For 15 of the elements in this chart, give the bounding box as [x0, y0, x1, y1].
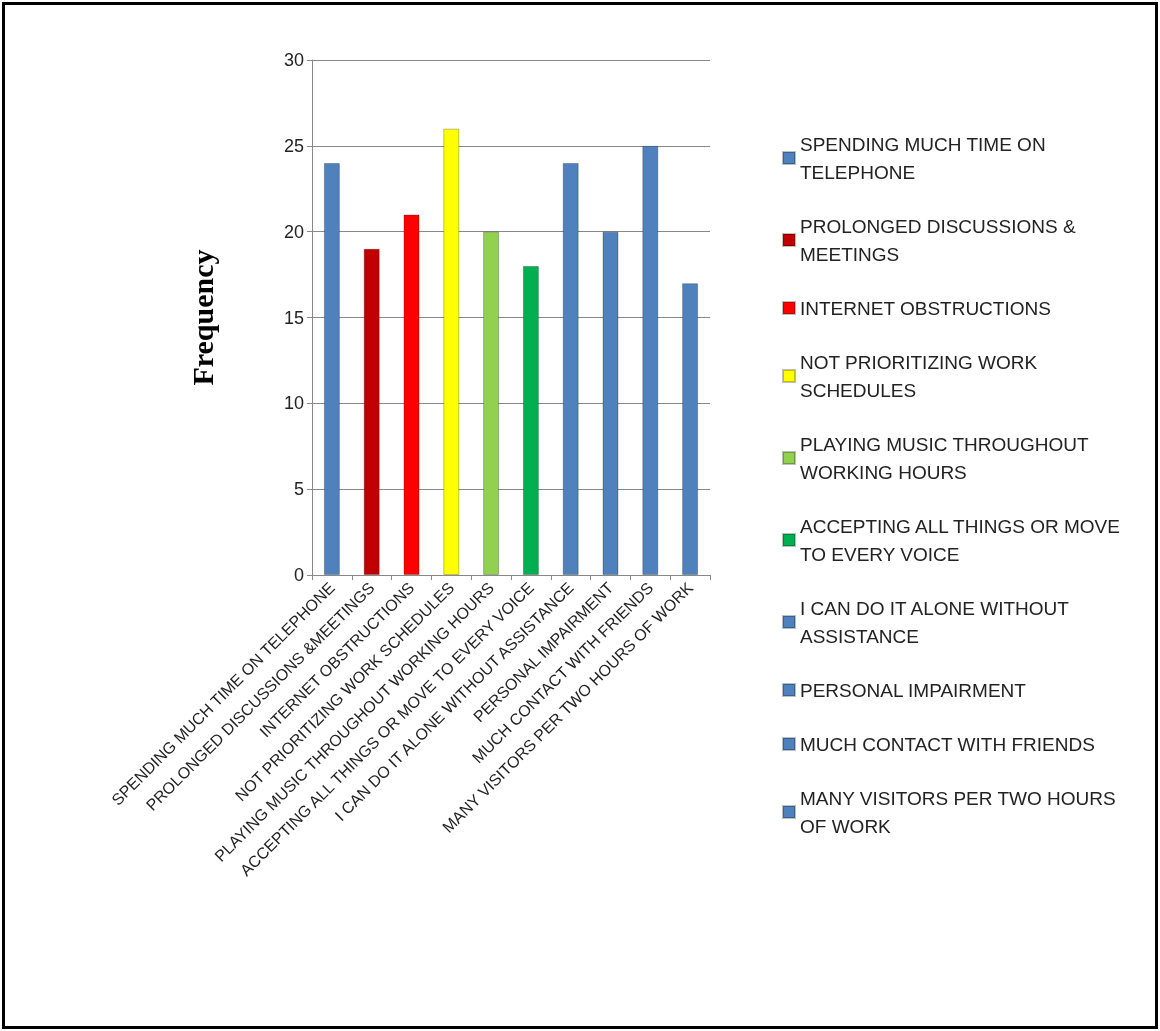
- y-tick-label: 25: [283, 135, 304, 156]
- legend-label: MUCH CONTACT WITH FRIENDS: [800, 733, 1095, 755]
- legend-label: INTERNET OBSTRUCTIONS: [800, 297, 1051, 319]
- legend-label: PLAYING MUSIC THROUGHOUT WORKING HOURS: [800, 433, 1094, 483]
- y-tick-label: 0: [293, 565, 304, 585]
- legend-label: NOT PRIORITIZING WORK SCHEDULES: [800, 351, 1043, 401]
- legend-label: ACCEPTING ALL THINGS OR MOVE TO EVERY VOICE: [800, 515, 1126, 565]
- y-tick-label: 30: [283, 50, 304, 70]
- y-tick-label: 15: [283, 307, 304, 328]
- legend-label: SPENDING MUCH TIME ON TELEPHONE: [800, 133, 1051, 183]
- y-tick-label: 5: [293, 479, 304, 500]
- y-axis-title: Frequency: [185, 249, 219, 386]
- legend-label: PROLONGED DISCUSSIONS &MEETINGS: [800, 215, 1076, 265]
- y-tick-label: 10: [283, 393, 304, 414]
- y-tick-label: 20: [283, 221, 304, 242]
